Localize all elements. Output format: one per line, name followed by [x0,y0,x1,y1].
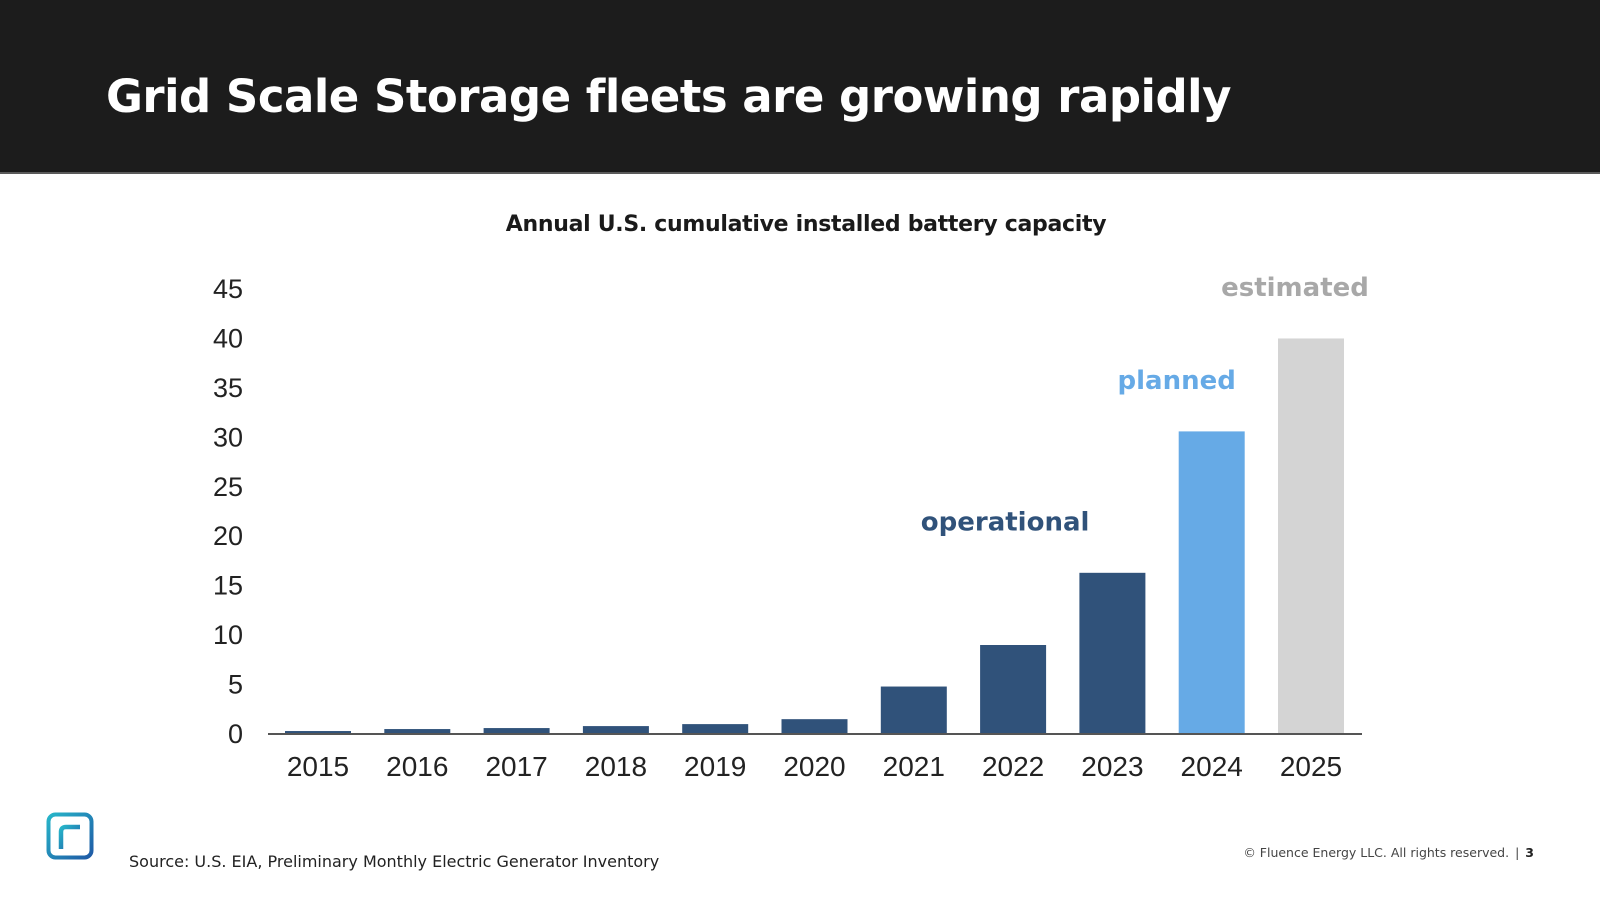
y-tick-label: 0 [228,719,243,749]
x-tick-label: 2020 [783,751,845,782]
y-tick-label: 40 [213,323,243,353]
page-title: Grid Scale Storage fleets are growing ra… [106,70,1231,123]
y-tick-label: 25 [213,472,243,502]
annotation-planned: planned [1118,366,1236,396]
chart-title: Annual U.S. cumulative installed battery… [506,212,1106,237]
footer: © Fluence Energy LLC. All rights reserve… [1243,845,1534,860]
page-number: 3 [1525,845,1534,860]
y-tick-label: 30 [213,422,243,452]
bar-2025 [1278,338,1344,734]
bar-2017 [483,728,550,734]
bar-2021 [880,686,947,734]
bars [285,338,1344,734]
y-tick-label: 35 [213,373,243,403]
annotation-operational: operational [921,507,1090,537]
source-note: Source: U.S. EIA, Preliminary Monthly El… [129,852,660,871]
y-tick-label: 20 [213,521,243,551]
bar-2020 [781,719,848,734]
x-tick-label: 2022 [982,751,1044,782]
x-tick-label: 2017 [485,751,547,782]
y-tick-label: 15 [213,571,243,601]
bar-2018 [582,726,649,734]
bar-2023 [1079,572,1146,734]
y-tick-label: 10 [213,620,243,650]
footer-separator: | [1515,845,1520,860]
x-tick-label: 2018 [585,751,647,782]
x-tick-label: 2023 [1081,751,1143,782]
x-tick-label: 2025 [1280,751,1342,782]
bar-2015 [285,731,351,734]
title-bar: Grid Scale Storage fleets are growing ra… [0,0,1600,174]
x-axis: 2015 2016 2017 2018 2019 2020 2021 2022 2023 2024… [287,751,1342,782]
x-tick-label: 2021 [883,751,945,782]
x-tick-label: 2016 [386,751,448,782]
bar-2019 [682,724,749,734]
y-axis: 0 5 10 15 20 25 30 35 40 45 [213,274,243,749]
bar-2016 [384,729,451,734]
annotations: operational planned estimated [921,273,1369,537]
copyright-text: © Fluence Energy LLC. All rights reserve… [1243,845,1510,860]
x-tick-label: 2024 [1181,751,1243,782]
x-tick-label: 2019 [684,751,746,782]
annotation-estimated: estimated [1221,273,1369,303]
bar-2024 [1178,431,1245,734]
x-tick-label: 2015 [287,751,349,782]
y-tick-label: 45 [213,274,243,304]
bar-2022 [980,645,1047,734]
fluence-logo-icon [46,812,94,860]
y-tick-label: 5 [228,670,243,700]
